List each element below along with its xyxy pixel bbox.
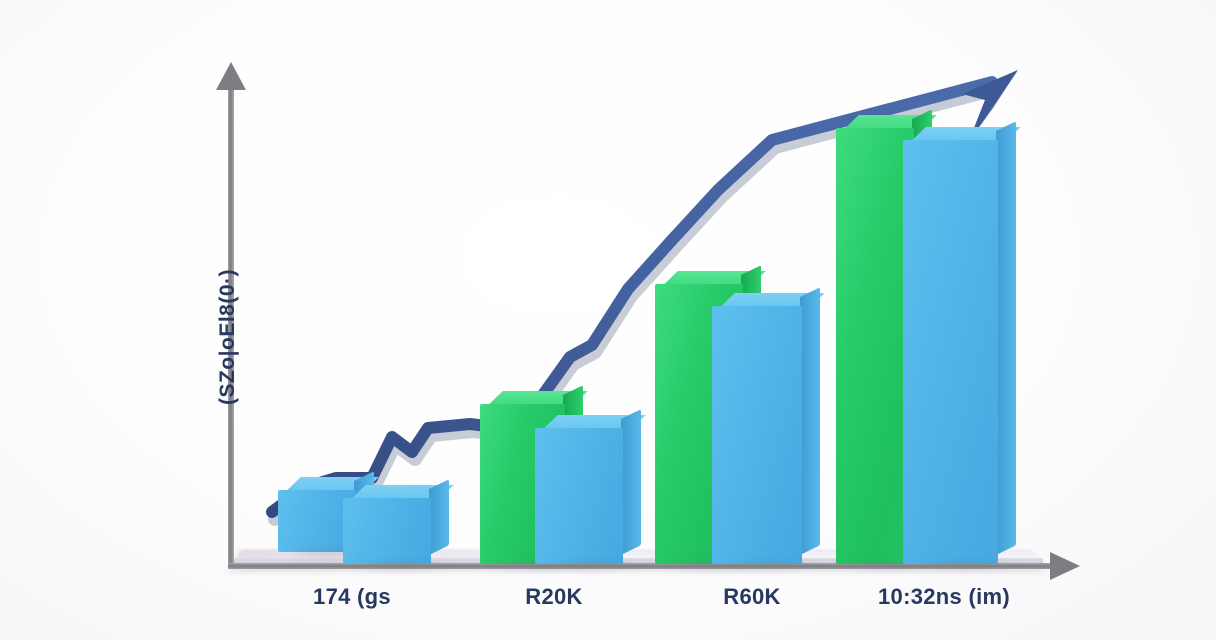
x-axis-tick-label-0: 174 (gs: [313, 584, 391, 609]
x-axis-tick-label-3: 10:32ns (im): [878, 584, 1010, 609]
y-axis-line: [228, 86, 234, 566]
bar-front-face: [535, 428, 623, 564]
bar-front-face: [903, 140, 998, 564]
bar-side-face: [996, 121, 1016, 555]
arrow-right-icon: [1050, 552, 1080, 580]
arrow-up-icon: [216, 62, 246, 90]
bar-group3-blue[interactable]: [712, 287, 825, 564]
bar-group1-blue-front[interactable]: [343, 479, 454, 564]
bar-group2-blue[interactable]: [535, 409, 646, 564]
x-axis-line: [228, 563, 1058, 569]
x-axis-labels: 174 (gs R20K R60K 10:32ns (im): [0, 584, 1216, 618]
bar-front-face: [343, 498, 431, 564]
x-axis-tick-label-2: R60K: [723, 584, 781, 609]
bar-group4-blue[interactable]: [903, 121, 1021, 564]
bar-side-face: [800, 287, 820, 555]
bar-side-face: [429, 479, 449, 555]
bar-side-face: [621, 409, 641, 555]
x-axis-tick-label-1: R20K: [525, 584, 583, 609]
y-axis-label: (SZo|oEl8(0·): [216, 268, 239, 406]
bar-front-face: [712, 306, 802, 564]
